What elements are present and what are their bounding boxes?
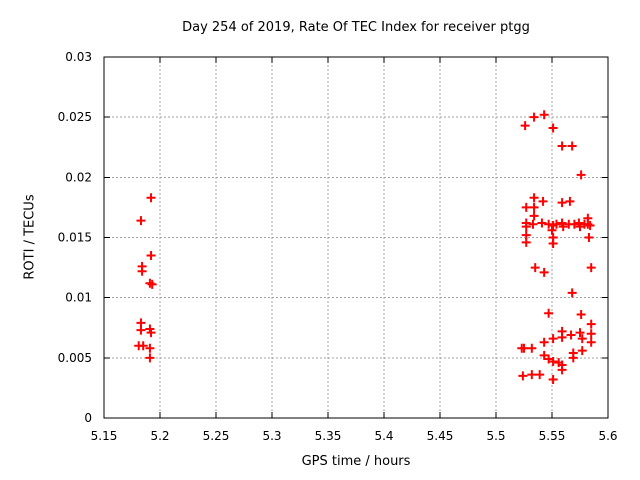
data-point-marker — [136, 325, 146, 335]
data-point-marker — [539, 110, 549, 120]
data-point-marker — [586, 263, 596, 273]
data-point-marker — [539, 337, 549, 347]
data-point-marker — [548, 374, 558, 384]
data-point-marker — [548, 334, 558, 344]
data-point-marker — [521, 237, 531, 247]
data-point-marker — [136, 216, 146, 226]
data-point-marker — [529, 193, 539, 203]
data-point-marker — [575, 328, 585, 338]
data-point-marker — [147, 279, 157, 289]
data-point-marker — [519, 343, 529, 353]
plot-frame — [103, 56, 609, 419]
data-point-marker — [568, 353, 578, 363]
data-point-marker — [530, 263, 540, 273]
x-tick-label: 5.4 — [374, 429, 393, 443]
y-tick-label: 0.03 — [65, 50, 92, 64]
x-tick-label: 5.2 — [150, 429, 169, 443]
data-point-marker — [577, 334, 587, 344]
data-point-marker — [535, 370, 545, 380]
data-point-marker — [586, 337, 596, 347]
data-point-marker — [557, 332, 567, 342]
x-tick-label: 5.45 — [427, 429, 454, 443]
data-point-marker — [548, 356, 558, 366]
data-point-marker — [566, 330, 576, 340]
x-tick-label: 5.55 — [539, 429, 566, 443]
y-tick-label: 0 — [84, 411, 92, 425]
data-point-marker — [557, 198, 567, 208]
data-point-marker — [521, 222, 531, 232]
y-tick-label: 0.01 — [65, 291, 92, 305]
data-point-marker — [145, 353, 155, 363]
data-point-marker — [569, 219, 579, 229]
x-tick-label: 5.6 — [598, 429, 617, 443]
data-point-marker — [527, 343, 537, 353]
data-point-marker — [137, 266, 147, 276]
data-point-marker — [528, 219, 538, 229]
data-point-marker — [576, 310, 586, 320]
data-point-marker — [586, 319, 596, 329]
data-point-marker — [146, 193, 156, 203]
data-point-marker — [521, 202, 531, 212]
x-tick-label: 5.5 — [486, 429, 505, 443]
data-point-marker — [577, 346, 587, 356]
data-point-marker — [538, 196, 548, 206]
data-point-marker — [567, 288, 577, 298]
data-point-marker — [146, 251, 156, 261]
data-point-marker — [558, 222, 568, 232]
data-point-marker — [576, 170, 586, 180]
data-point-marker — [539, 267, 549, 277]
x-tick-label: 5.15 — [91, 429, 118, 443]
data-point-marker — [584, 233, 594, 242]
data-point-marker — [537, 218, 547, 228]
data-point-marker — [557, 141, 567, 151]
y-tick-label: 0.02 — [65, 170, 92, 184]
x-tick-label: 5.3 — [262, 429, 281, 443]
data-point-marker — [527, 370, 537, 380]
data-point-marker — [565, 196, 575, 206]
y-tick-label: 0.015 — [58, 231, 92, 245]
data-point-marker — [551, 219, 561, 229]
data-point-marker — [557, 365, 567, 375]
data-point-marker — [138, 341, 148, 351]
data-point-marker — [567, 141, 577, 151]
x-tick-label: 5.35 — [315, 429, 342, 443]
data-point-marker — [586, 329, 596, 339]
chart-title: Day 254 of 2019, Rate Of TEC Index for r… — [182, 20, 530, 35]
y-tick-label: 0.005 — [58, 351, 92, 365]
data-point-marker — [145, 343, 155, 353]
x-tick-label: 5.25 — [203, 429, 230, 443]
data-point-marker — [547, 225, 557, 235]
data-point-marker — [529, 202, 539, 212]
data-point-marker — [544, 219, 554, 229]
data-point-marker — [548, 123, 558, 133]
data-point-marker — [548, 239, 558, 249]
x-axis-label: GPS time / hours — [301, 454, 411, 469]
data-point-marker — [529, 112, 539, 122]
data-point-marker — [544, 308, 554, 318]
data-point-marker — [146, 328, 156, 338]
data-point-marker — [520, 121, 530, 131]
y-tick-label: 0.025 — [58, 110, 92, 124]
data-point-marker — [529, 211, 539, 221]
data-point-marker — [518, 371, 528, 381]
data-point-marker — [585, 220, 595, 230]
